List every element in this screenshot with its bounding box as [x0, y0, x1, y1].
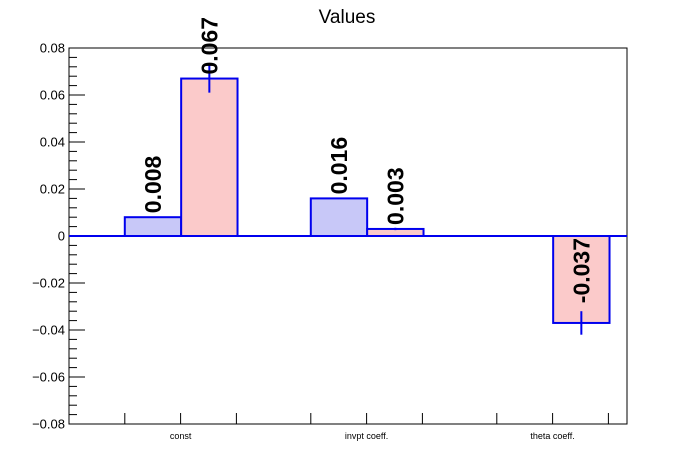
data-label: 0.003 [382, 167, 408, 225]
data-label: 0.067 [196, 17, 222, 75]
y-tick-label: 0.02 [40, 182, 65, 197]
y-tick-label: 0.06 [40, 88, 65, 103]
bar-series1-invpt-coeff- [309, 197, 369, 237]
y-tick-label: −0.08 [32, 417, 65, 432]
y-tick-label: −0.02 [32, 276, 65, 291]
x-tick-label: theta coeff. [530, 431, 574, 441]
bar-series2-theta-coeff- [552, 235, 611, 324]
chart-title: Values [319, 7, 376, 28]
data-label: -0.037 [568, 238, 594, 303]
y-tick-label: 0 [58, 229, 65, 244]
x-tick-label: invpt coeff. [345, 431, 388, 441]
y-tick-label: 0.04 [40, 135, 65, 150]
data-label: 0.016 [326, 137, 352, 195]
data-labels: 0.008 0.016 0.067 0.003 -0.037 [140, 17, 594, 303]
bars [69, 64, 627, 335]
x-tick-label: const [170, 431, 192, 441]
data-label: 0.008 [140, 155, 166, 213]
y-tick-label: −0.04 [32, 323, 65, 338]
y-tick-label: 0.08 [40, 41, 65, 56]
bar-series2-const [180, 77, 239, 237]
bar-series1-const [123, 216, 183, 237]
y-tick-label: −0.06 [32, 370, 65, 385]
axis-ticks: −0.08 −0.06 −0.04 −0.02 0 0.02 0.04 0.06 0.08 con… [32, 41, 609, 441]
